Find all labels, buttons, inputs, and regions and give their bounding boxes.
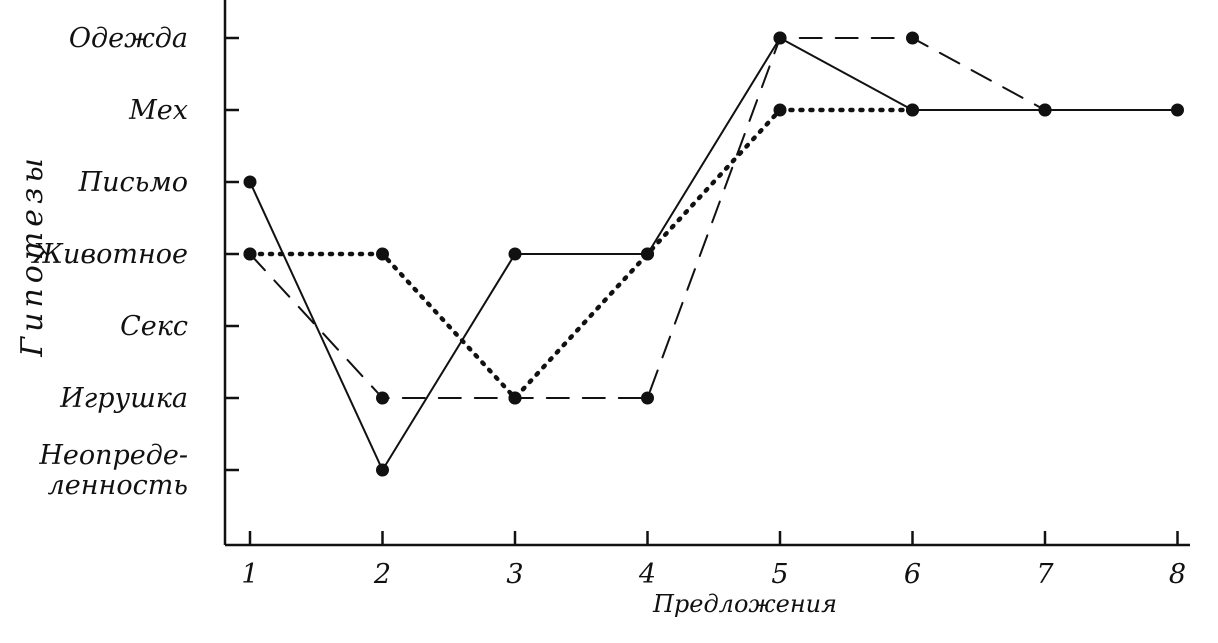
axes [223, 0, 1190, 547]
data-point-solid [243, 175, 257, 189]
y-category-label: Животное [31, 239, 188, 270]
data-point-dotted [906, 103, 919, 117]
y-category-label: Одежда [69, 23, 188, 54]
data-point-dashed [773, 31, 787, 45]
data-point-dotted [773, 103, 787, 117]
series-line-solid [249, 37, 1179, 471]
data-point-solid [508, 247, 522, 261]
data-point-dashed [641, 391, 654, 405]
y-category-line: Неопреде- [38, 440, 188, 471]
x-axis-title: Предложения [652, 590, 837, 618]
y-category-line: Мех [128, 95, 188, 126]
data-point-dashed [376, 391, 389, 405]
data-point-solid [376, 463, 389, 477]
y-category-line: Одежда [69, 23, 188, 54]
x-tick-label: 2 [373, 559, 391, 590]
y-category-label: Мех [128, 95, 188, 126]
data-point-dashed [906, 31, 919, 45]
y-category-line: Письмо [78, 167, 188, 198]
y-category-label: Игрушка [59, 383, 188, 414]
data-point-dotted [508, 391, 522, 405]
data-point-dotted [243, 247, 257, 261]
y-axis-title: Гипотезы [15, 153, 50, 358]
series-line-dashed [249, 37, 1046, 399]
x-tick-label: 4 [638, 559, 656, 590]
series-line-dotted [247, 107, 915, 401]
data-point-dotted [376, 247, 389, 261]
y-category-label: Неопреде-ленность [38, 440, 188, 501]
y-category-line: Секс [120, 311, 188, 342]
x-tick-label: 6 [904, 559, 921, 590]
y-category-label: Секс [120, 311, 188, 342]
x-ticks: 1 2 3 4 5 6 7 8 [241, 531, 1186, 590]
x-tick-label: 5 [771, 559, 788, 590]
data-point-dashed [1038, 103, 1052, 117]
y-category-label: Письмо [78, 167, 188, 198]
series-group [243, 31, 1184, 477]
y-category-line: ленность [48, 470, 188, 501]
y-ticks: Неопреде-ленность Игрушка Секс Животное Пись… [31, 23, 239, 501]
y-category-line: Игрушка [59, 383, 188, 414]
data-point-solid [1171, 103, 1184, 117]
data-point-dotted [641, 247, 654, 261]
x-tick-label: 8 [1169, 559, 1186, 590]
x-tick-label: 7 [1036, 559, 1054, 590]
y-category-line: Животное [31, 239, 188, 270]
x-tick-label: 3 [506, 559, 523, 590]
x-tick-label: 1 [241, 559, 258, 590]
